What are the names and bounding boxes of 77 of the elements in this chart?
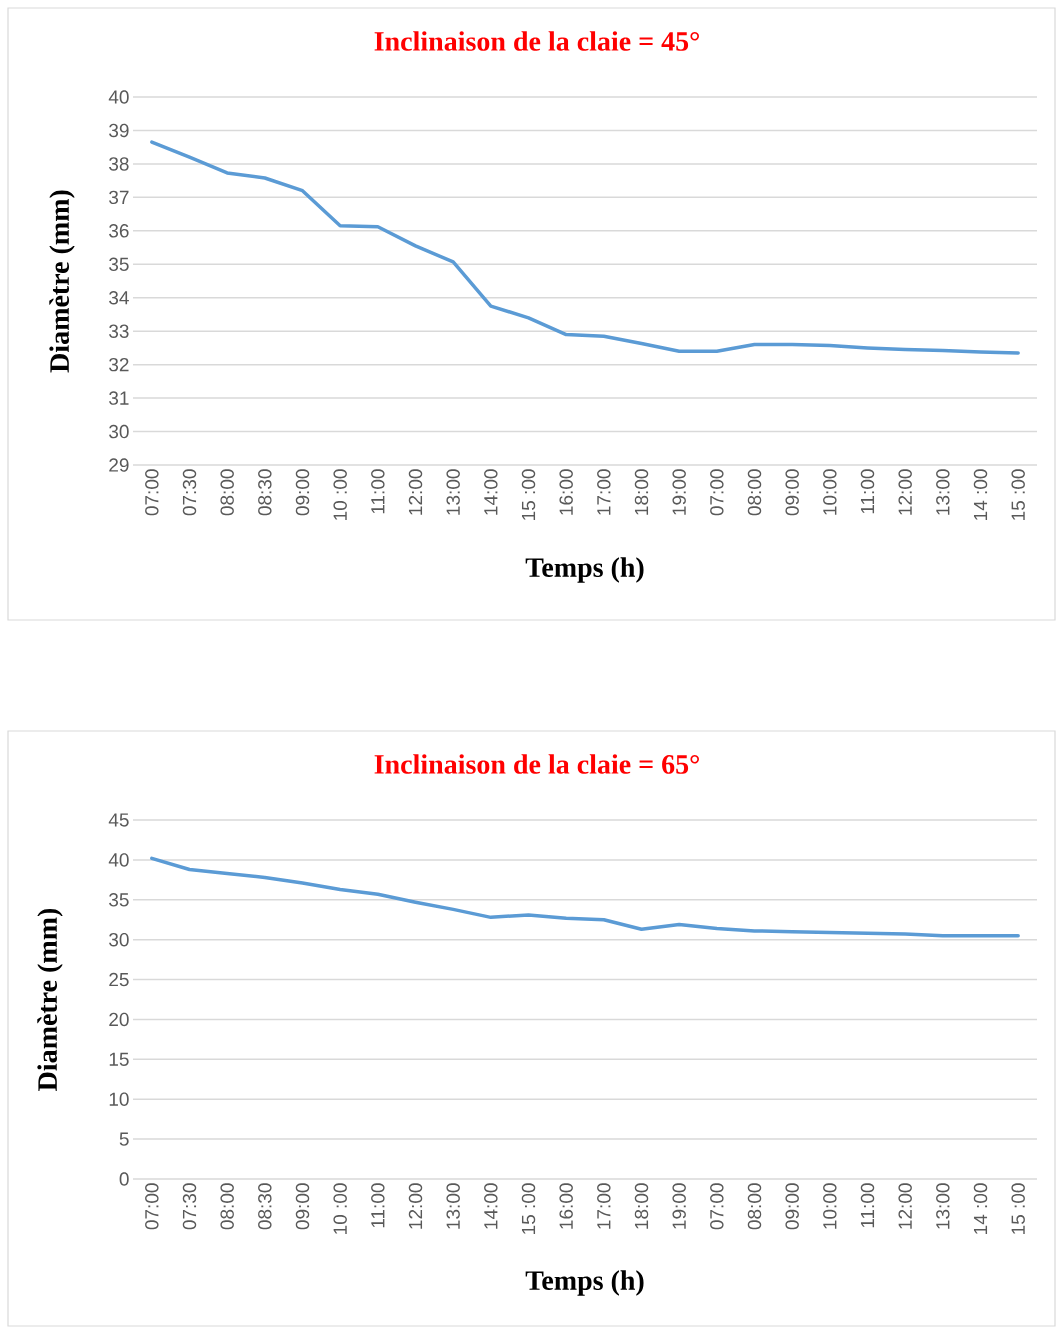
- x-tick-label: 14:00: [484, 1183, 498, 1229]
- x-tick-label: 07:00: [710, 1183, 724, 1230]
- x-tick-label: 08:00: [220, 469, 234, 516]
- y-tick-label: 40: [108, 853, 129, 867]
- x-axis-title: Temps (h): [525, 557, 644, 583]
- x-tick-label: 11:00: [860, 1183, 875, 1228]
- x-tick-label: 14 :00: [973, 469, 988, 520]
- y-tick-label: 30: [109, 932, 129, 947]
- x-tick-label: 10:00: [823, 1183, 837, 1229]
- x-tick-label: 18:00: [634, 469, 649, 515]
- x-axis-title: Temps (h): [525, 1270, 644, 1296]
- x-tick-label: 10:00: [823, 469, 837, 515]
- x-tick-label: 07:00: [145, 1183, 159, 1230]
- x-tick-label: 13:00: [936, 1183, 950, 1229]
- y-tick-label: 20: [109, 1012, 129, 1027]
- chart-title: Inclinaison de la claie = 45°: [374, 31, 699, 51]
- x-tick-label: 09:00: [295, 469, 310, 516]
- y-tick-label: 25: [109, 972, 129, 987]
- chart-title: Inclinaison de la claie = 65°: [374, 754, 699, 774]
- y-tick-label: 37: [109, 190, 129, 205]
- x-tick-label: 08:30: [258, 469, 272, 516]
- y-axis-title: Diamètre (mm): [49, 190, 75, 373]
- x-tick-label: 09:00: [785, 469, 799, 516]
- y-tick-label: 31: [109, 391, 129, 405]
- x-tick-label: 17:00: [597, 469, 611, 515]
- x-tick-label: 12:00: [898, 469, 912, 515]
- y-tick-label: 0: [119, 1172, 129, 1186]
- x-tick-label: 07:30: [182, 469, 197, 516]
- y-tick-label: 35: [109, 893, 129, 907]
- y-tick-label: 38: [109, 157, 129, 171]
- x-tick-label: 12:00: [408, 469, 423, 515]
- x-tick-label: 13:00: [446, 1183, 460, 1229]
- x-tick-label: 09:00: [295, 1183, 310, 1230]
- x-tick-label: 08:00: [747, 469, 762, 516]
- x-tick-label: 07:30: [182, 1183, 197, 1230]
- x-tick-label: 10 :00: [333, 1183, 347, 1234]
- x-tick-label: 11:00: [371, 1183, 385, 1228]
- x-tick-label: 12:00: [408, 1183, 423, 1229]
- x-tick-label: 15 :00: [521, 469, 536, 520]
- x-tick-label: 08:00: [220, 1183, 234, 1230]
- x-tick-label: 16:00: [559, 469, 573, 515]
- y-tick-label: 29: [109, 458, 129, 472]
- y-tick-label: 34: [109, 291, 129, 305]
- x-tick-label: 11:00: [860, 469, 875, 514]
- y-tick-label: 33: [109, 324, 129, 338]
- y-axis-title: Diamètre (mm): [37, 908, 63, 1091]
- line-series: [150, 140, 1020, 355]
- x-tick-label: 11:00: [371, 469, 385, 514]
- y-tick-label: 10: [109, 1092, 129, 1106]
- x-tick-label: 10 :00: [333, 469, 347, 520]
- y-tick-label: 40: [108, 90, 129, 104]
- x-tick-label: 16:00: [559, 1183, 573, 1229]
- y-tick-label: 35: [109, 257, 129, 272]
- x-tick-label: 08:30: [258, 1183, 272, 1230]
- y-tick-label: 39: [109, 123, 129, 138]
- x-tick-label: 15 :00: [521, 1183, 536, 1234]
- y-tick-label: 5: [119, 1132, 129, 1146]
- x-tick-label: 14:00: [484, 469, 498, 515]
- x-tick-label: 09:00: [785, 1183, 799, 1230]
- x-tick-label: 17:00: [597, 1183, 611, 1229]
- x-tick-label: 18:00: [634, 1183, 649, 1229]
- y-tick-label: 15: [109, 1052, 129, 1066]
- y-tick-label: 45: [108, 813, 129, 827]
- y-tick-label: 32: [109, 357, 129, 372]
- x-tick-label: 12:00: [898, 1183, 912, 1229]
- y-tick-label: 30: [109, 424, 129, 439]
- x-tick-label: 08:00: [747, 1183, 762, 1230]
- x-tick-label: 07:00: [710, 469, 724, 516]
- x-tick-label: 19:00: [672, 1183, 686, 1229]
- x-tick-label: 13:00: [936, 469, 950, 515]
- x-tick-label: 13:00: [446, 469, 460, 515]
- x-tick-label: 14 :00: [973, 1183, 988, 1234]
- x-tick-label: 15 :00: [1011, 1183, 1025, 1234]
- x-tick-label: 19:00: [672, 469, 686, 515]
- x-tick-label: 07:00: [145, 469, 159, 516]
- y-tick-label: 36: [109, 224, 129, 238]
- x-tick-label: 15 :00: [1011, 469, 1025, 520]
